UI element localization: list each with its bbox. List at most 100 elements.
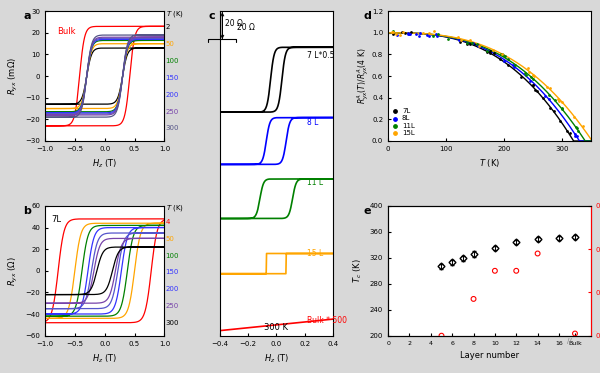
Point [511, 268, 521, 274]
Point [520, 70, 530, 76]
Text: 20 Ω: 20 Ω [236, 23, 254, 32]
Text: d: d [364, 11, 371, 21]
Point [557, 106, 567, 112]
Point [542, 84, 552, 90]
Point [570, 330, 580, 336]
Point [527, 74, 536, 80]
Text: $T\ \rm(K)$: $T\ \rm(K)$ [166, 9, 184, 19]
Point [475, 43, 484, 49]
Point [570, 133, 580, 139]
Point [497, 51, 507, 57]
Point [571, 125, 581, 131]
Point [467, 40, 477, 46]
Point [570, 131, 580, 137]
Point [431, 31, 440, 37]
Y-axis label: $T_c\ \rm(K)$: $T_c\ \rm(K)$ [352, 258, 364, 283]
Point [392, 32, 401, 38]
Point [424, 30, 434, 36]
Point [509, 64, 519, 70]
Text: Bulk * 500: Bulk * 500 [307, 316, 347, 325]
Point [406, 29, 416, 35]
Point [391, 31, 400, 37]
Point [424, 34, 434, 40]
Point [465, 41, 475, 47]
Point [503, 56, 513, 62]
Point [403, 31, 412, 37]
Point [428, 33, 438, 39]
Text: c: c [208, 11, 215, 21]
Y-axis label: $R_{yx}\ \rm(\Omega)$: $R_{yx}\ \rm(\Omega)$ [7, 256, 20, 286]
Point [521, 72, 531, 78]
Text: 15 L: 15 L [307, 249, 323, 258]
Point [541, 93, 550, 99]
Point [554, 98, 564, 104]
Point [503, 62, 513, 68]
Point [398, 29, 408, 35]
Point [485, 50, 494, 56]
Point [415, 30, 425, 36]
Point [517, 74, 526, 80]
Y-axis label: $R_{yx}^A(T)/R_{yx}^A\rm(4\ K)$: $R_{yx}^A(T)/R_{yx}^A\rm(4\ K)$ [355, 48, 371, 104]
Text: 7 L*0.5: 7 L*0.5 [307, 51, 335, 60]
Text: 150: 150 [166, 270, 179, 276]
Text: 50: 50 [166, 41, 175, 47]
Point [398, 29, 407, 35]
Point [455, 40, 465, 46]
Point [565, 131, 574, 137]
Point [455, 37, 464, 43]
Text: $T\ \rm(K)$: $T\ \rm(K)$ [166, 203, 184, 213]
Point [415, 33, 424, 39]
Text: 11 L: 11 L [307, 178, 323, 187]
Point [422, 32, 431, 38]
Point [562, 128, 572, 134]
Text: Bulk: Bulk [57, 27, 76, 36]
Point [411, 31, 421, 37]
Point [528, 82, 538, 88]
Point [524, 69, 534, 75]
Point [482, 49, 491, 55]
Point [533, 251, 542, 257]
Point [578, 123, 588, 129]
Point [544, 92, 554, 98]
Point [404, 31, 413, 37]
X-axis label: $T\ \rm(K)$: $T\ \rm(K)$ [479, 157, 500, 169]
Text: 300: 300 [166, 320, 179, 326]
X-axis label: $H_z\ \rm(T)$: $H_z\ \rm(T)$ [92, 157, 118, 170]
Point [462, 40, 472, 46]
Point [388, 31, 398, 37]
Point [453, 34, 463, 40]
Text: 2: 2 [166, 24, 170, 30]
Point [572, 125, 581, 131]
Legend: 7L, 8L, 11L, 15L: 7L, 8L, 11L, 15L [392, 107, 416, 138]
Text: //: // [567, 338, 572, 344]
Point [529, 82, 538, 88]
Point [463, 41, 472, 47]
Point [485, 48, 495, 54]
Point [538, 95, 548, 101]
Text: 250: 250 [166, 303, 179, 309]
Point [549, 108, 559, 114]
Point [497, 51, 507, 57]
Point [496, 56, 505, 62]
Point [573, 128, 583, 134]
Point [529, 76, 538, 82]
Text: 100: 100 [166, 253, 179, 258]
X-axis label: Layer number: Layer number [460, 351, 519, 360]
Point [466, 37, 475, 43]
Point [482, 48, 492, 54]
Point [387, 29, 397, 35]
Point [468, 40, 478, 46]
Text: 150: 150 [166, 75, 179, 81]
Point [490, 268, 500, 274]
Y-axis label: $R_{yx}\ \rm(m\Omega)$: $R_{yx}\ \rm(m\Omega)$ [7, 57, 20, 95]
Point [499, 58, 509, 64]
Point [470, 41, 479, 47]
Point [545, 105, 554, 111]
Text: a: a [23, 11, 31, 21]
Point [472, 41, 482, 47]
Point [497, 51, 506, 57]
Point [532, 88, 541, 94]
Point [550, 97, 560, 103]
Point [469, 296, 478, 302]
Text: 8 L: 8 L [307, 118, 319, 127]
